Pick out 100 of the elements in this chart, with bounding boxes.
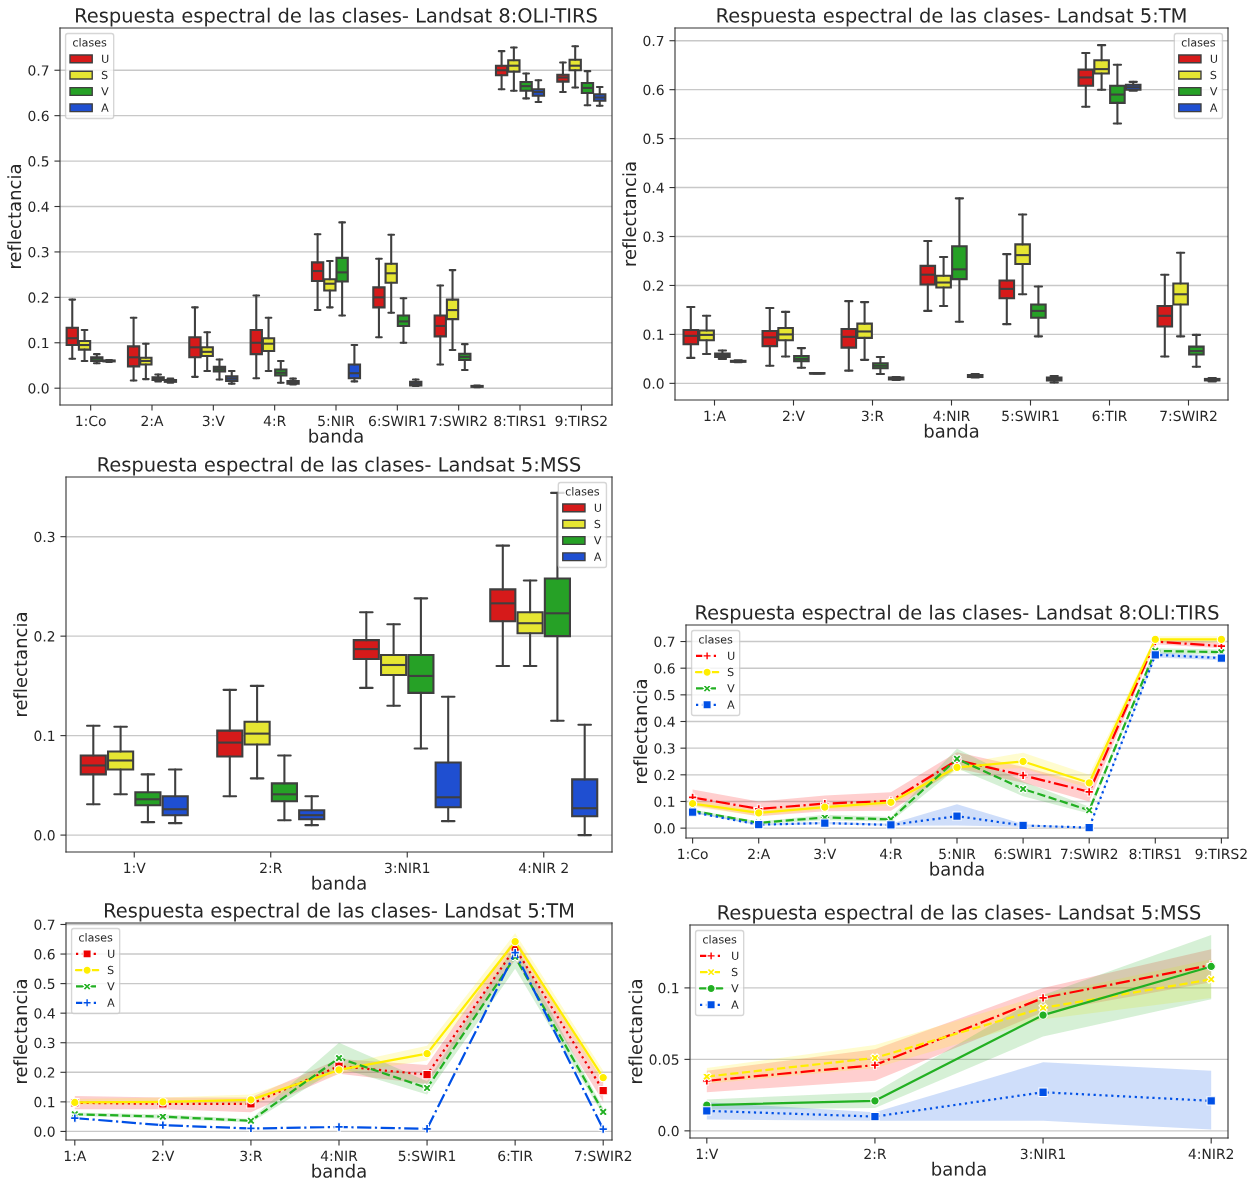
legend-label: A (727, 700, 735, 709)
x-tick-label: 9:TIRS2 (1195, 848, 1247, 860)
y-tick-label: 0.6 (34, 949, 55, 960)
y-tick-label: 0.0 (34, 830, 55, 841)
chart-title: Respuesta espectral de las clases- Landsat 5:TM (717, 7, 1186, 27)
y-tick-label: 0.0 (643, 378, 664, 389)
y-axis-title: reflectancia (13, 980, 28, 1083)
x-tick-label: 3:V (814, 848, 837, 860)
x-tick-label: 7:SWIR2 (430, 415, 487, 427)
y-tick-label: 0.3 (28, 246, 49, 258)
legend-label: A (1209, 103, 1218, 112)
chart-title: Respuesta espectral de las clases- Landsat 8:OLI:TIRS (696, 604, 1219, 624)
y-tick-label: 0.1 (28, 337, 49, 349)
y-tick-label: 0.1 (643, 329, 664, 340)
x-axis-title: banda (924, 423, 979, 438)
x-tick-label: 1:Co (76, 415, 106, 427)
x-tick-label: 6:SWIR1 (994, 848, 1052, 860)
legend-title: clases (565, 487, 600, 496)
y-tick-label: 0.0 (28, 383, 49, 394)
legend-title: clases (79, 933, 113, 942)
y-tick-label: 0.4 (34, 1008, 55, 1019)
legend-label: S (101, 70, 108, 80)
y-tick-label: 0.05 (649, 1054, 679, 1065)
y-tick-label: 0.3 (643, 231, 664, 242)
y-tick-label: 0.0 (34, 1126, 55, 1137)
y-tick-label: 0.2 (34, 631, 55, 642)
legend-label: V (727, 684, 735, 693)
legend-label: S (1210, 70, 1217, 80)
y-tick-label: 0.6 (643, 84, 664, 96)
x-tick-label: 1:A (64, 1150, 87, 1161)
x-tick-label: 2:V (783, 410, 805, 421)
x-tick-label: 8:TIRS1 (494, 415, 546, 427)
legend-label: A (593, 552, 602, 561)
x-tick-label: 6:SWIR1 (368, 415, 426, 427)
x-tick-label: 4:NIR (933, 410, 970, 421)
legend-label: V (107, 982, 115, 991)
legend-label: V (593, 536, 602, 545)
y-tick-label: 0.3 (654, 743, 675, 754)
y-axis-title: reflectancia (13, 613, 28, 716)
legend-label: U (728, 651, 735, 660)
x-tick-label: 2:A (141, 415, 164, 426)
x-axis-title: banda (309, 428, 363, 443)
y-tick-label: 0.5 (34, 978, 55, 990)
x-tick-label: 3:NIR1 (385, 862, 430, 874)
x-tick-label: 5:NIR (318, 415, 355, 427)
x-tick-label: 3:R (240, 1150, 263, 1162)
legend-label: S (727, 667, 734, 677)
y-tick-label: 0.4 (654, 716, 675, 727)
chart-title: Respuesta espectral de las clases- Landsat 5:MSS (718, 904, 1201, 924)
x-tick-label: 4:NIR2 (1188, 1148, 1234, 1159)
x-axis-title: banda (312, 875, 366, 890)
x-tick-label: 1:V (124, 862, 146, 873)
x-tick-label: 6:TIR (498, 1150, 533, 1162)
x-tick-label: 4:R (263, 415, 286, 426)
x-tick-label: 1:Co (678, 848, 708, 860)
y-tick-label: 0.2 (654, 769, 675, 781)
legend-label: V (101, 87, 109, 96)
y-axis-title: reflectancia (7, 165, 22, 268)
y-axis-title: reflectancia (628, 980, 643, 1083)
x-tick-label: 3:V (202, 415, 225, 427)
y-tick-label: 0.3 (34, 531, 55, 543)
legend-label: U (594, 503, 602, 512)
y-tick-label: 0.5 (28, 156, 49, 167)
y-axis-title: reflectancia (633, 680, 648, 783)
x-tick-label: 2:R (260, 862, 282, 873)
legend-label: A (731, 1000, 739, 1009)
legend-label: A (107, 998, 115, 1007)
y-tick-label: 0.7 (643, 35, 664, 47)
legend-label: V (731, 984, 739, 993)
x-axis-title: banda (312, 1163, 366, 1178)
y-tick-label: 0.2 (28, 292, 49, 303)
legend-label: U (732, 951, 739, 960)
x-tick-label: 4:NIR 2 (518, 862, 568, 873)
x-axis-title: banda (932, 1161, 986, 1176)
x-tick-label: 1:V (696, 1148, 719, 1159)
y-tick-label: 0.6 (654, 663, 675, 674)
legend-label: V (1209, 87, 1218, 96)
legend-title: clases (699, 635, 733, 644)
y-tick-label: 0.1 (34, 730, 55, 742)
legend-label: U (1210, 54, 1218, 63)
legend-label: U (102, 54, 109, 63)
y-axis-title: reflectancia (622, 162, 637, 266)
y-tick-label: 0.7 (28, 65, 49, 76)
y-tick-label: 0.0 (658, 1125, 679, 1137)
x-tick-label: 9:TIRS2 (555, 415, 607, 427)
x-tick-label: 2:A (748, 848, 771, 859)
chart-title: Respuesta espectral de las clases- Landsat 5:MSS (98, 456, 581, 476)
x-tick-label: 7:SWIR2 (1061, 848, 1118, 860)
x-tick-label: 7:SWIR2 (575, 1150, 632, 1162)
x-tick-label: 3:R (861, 410, 884, 422)
y-tick-label: 0.1 (654, 796, 675, 807)
x-axis-title: banda (930, 861, 984, 876)
chart-title: Respuesta espectral de las clases- Landsat 8:OLI-TIRS (76, 7, 597, 27)
x-tick-label: 4:NIR (320, 1150, 358, 1161)
y-tick-label: 0.7 (34, 919, 55, 930)
legend-label: U (108, 949, 115, 958)
legend-label: S (731, 967, 738, 977)
x-tick-label: 1:A (704, 410, 726, 421)
x-tick-label: 6:TIR (1092, 410, 1127, 422)
chart-title: Respuesta espectral de las clases- Landsat 5:TM (105, 902, 573, 922)
